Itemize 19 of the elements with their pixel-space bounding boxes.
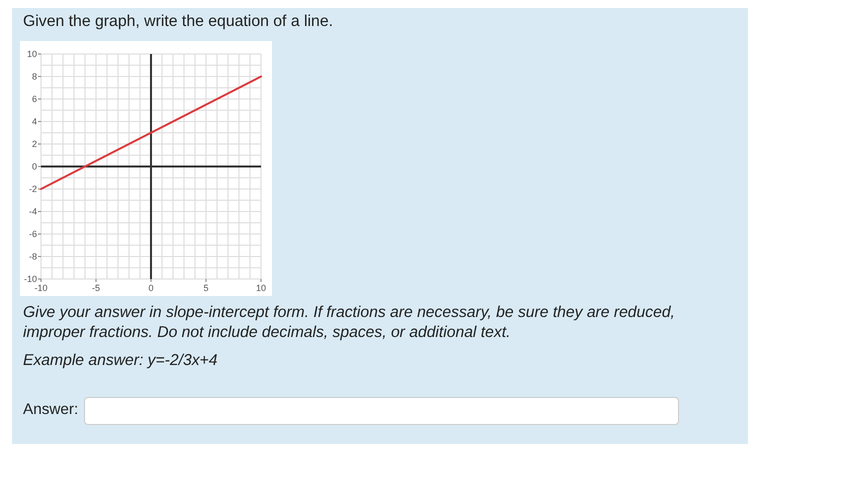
y-tick-label: -2 [28, 184, 37, 194]
y-tick-label: -4 [28, 206, 37, 217]
y-tick-label: 0 [32, 162, 37, 172]
y-tick-label: 2 [32, 139, 37, 150]
text: Example answer: y=-2/3x+4 [23, 351, 218, 371]
y-tick-label: 10 [26, 49, 37, 60]
x-tick-label: 10 [256, 283, 266, 293]
y-tick-label: -8 [28, 252, 37, 262]
y-tick-label: 4 [32, 116, 37, 127]
x-tick-label: -5 [92, 283, 100, 293]
y-tick-label: 8 [32, 72, 37, 82]
text: Answer: [23, 400, 78, 420]
y-tick-label: -6 [28, 229, 37, 240]
text: Give your answer in slope-intercept form. If fractions are necessary, be sure they are reduced, improper fractions. Do not include decimals, spaces, or additional text. [23, 303, 676, 343]
x-tick-label: 0 [148, 283, 154, 293]
y-tick-label: -10 [24, 274, 37, 284]
chart-title: Given the graph, write the equation of a line. [23, 12, 333, 32]
x-tick-label: 5 [203, 283, 209, 293]
y-tick-label: 6 [32, 94, 37, 104]
